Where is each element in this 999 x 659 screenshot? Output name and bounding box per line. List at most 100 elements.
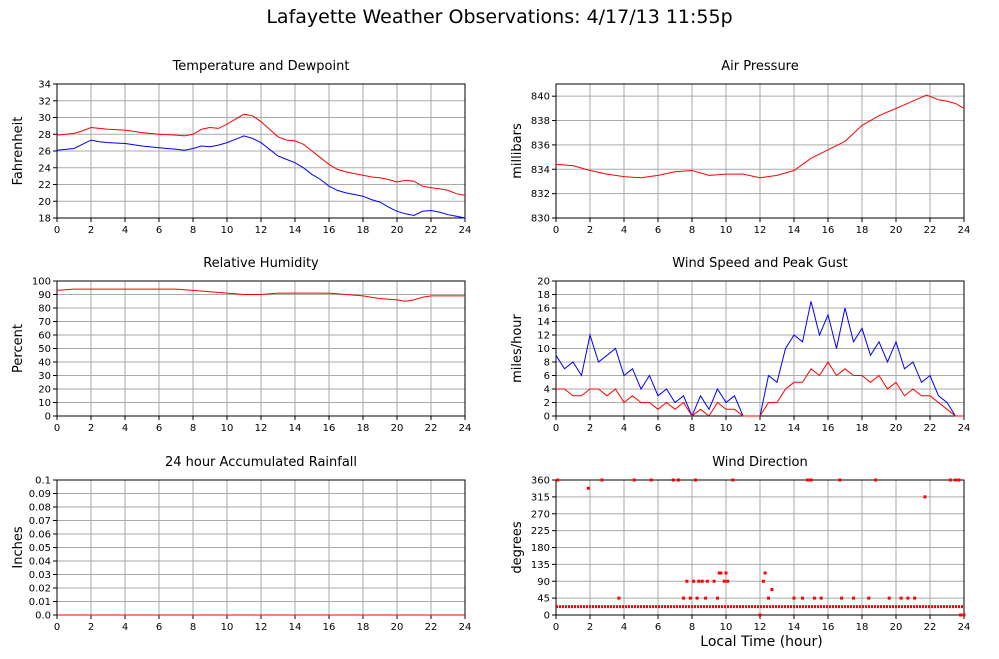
x-tick-label: 2: [88, 225, 94, 236]
direction-title: Wind Direction: [712, 455, 808, 470]
x-tick-label: 22: [924, 622, 937, 633]
y-tick-label: 14: [537, 317, 550, 328]
y-tick-label: 45: [537, 594, 550, 605]
y-tick-label: 32: [38, 96, 51, 107]
x-tick-label: 12: [255, 622, 268, 633]
x-tick-label: 24: [958, 423, 971, 434]
x-tick-label: 24: [459, 622, 472, 633]
x-tick-label: 14: [289, 225, 302, 236]
x-tick-label: 10: [221, 225, 234, 236]
direction-point: [763, 571, 767, 575]
x-tick-label: 8: [689, 423, 695, 434]
x-tick-label: 12: [255, 225, 268, 236]
y-tick-label: 0.01: [29, 597, 51, 608]
x-axis-caption: Local Time (hour): [700, 634, 823, 650]
direction-point: [676, 478, 680, 482]
pressure-series-0: [555, 94, 965, 179]
y-tick-label: 100: [32, 277, 51, 288]
y-tick-label: 20: [537, 277, 550, 288]
y-tick-label: 180: [531, 543, 550, 554]
x-tick-label: 12: [255, 423, 268, 434]
direction-point: [852, 596, 855, 600]
x-tick-label: 24: [459, 423, 472, 434]
y-tick-label: 315: [531, 492, 550, 503]
pressure-frame: [555, 83, 965, 219]
temperature-series-0: [56, 113, 466, 196]
wind-series-1: [556, 361, 964, 417]
y-tick-label: 60: [38, 331, 51, 342]
temperature-frame: [56, 83, 466, 219]
pressure-title: Air Pressure: [721, 59, 799, 74]
direction-point: [697, 579, 701, 583]
x-tick-label: 8: [689, 225, 695, 236]
direction-point: [874, 478, 878, 482]
direction-point: [632, 478, 636, 482]
x-tick-label: 10: [720, 622, 733, 633]
page-title: Lafayette Weather Observations: 4/17/13 …: [266, 6, 733, 28]
direction-point: [671, 478, 675, 482]
x-tick-label: 4: [621, 622, 627, 633]
x-tick-label: 2: [587, 622, 593, 633]
x-tick-label: 24: [958, 225, 971, 236]
direction-point: [586, 486, 590, 490]
humidity-series-0: [56, 288, 465, 302]
x-tick-label: 18: [357, 622, 370, 633]
x-tick-label: 14: [289, 423, 302, 434]
humidity-frame: [56, 280, 466, 417]
direction-point: [962, 613, 966, 617]
y-tick-label: 26: [38, 147, 51, 158]
x-tick-label: 2: [587, 225, 593, 236]
direction-point: [682, 596, 685, 600]
direction-point: [717, 571, 721, 575]
x-tick-label: 6: [655, 622, 661, 633]
x-tick-label: 10: [221, 423, 234, 434]
x-tick-label: 4: [122, 423, 128, 434]
direction-point: [840, 596, 844, 600]
y-tick-label: 4: [544, 385, 550, 396]
x-tick-label: 22: [425, 225, 438, 236]
x-tick-label: 10: [720, 423, 733, 434]
x-tick-label: 22: [924, 423, 937, 434]
x-tick-label: 20: [391, 622, 404, 633]
direction-point: [954, 478, 957, 482]
direction-point: [731, 478, 735, 482]
direction-point: [767, 596, 770, 600]
y-tick-label: 832: [531, 189, 550, 200]
x-tick-label: 18: [357, 225, 370, 236]
x-tick-label: 12: [754, 622, 767, 633]
y-tick-label: 0.03: [29, 570, 51, 581]
direction-ylabel: degrees: [510, 521, 525, 574]
x-tick-label: 16: [822, 423, 835, 434]
direction-point: [719, 571, 723, 575]
direction-point: [899, 596, 903, 600]
x-tick-label: 14: [788, 622, 801, 633]
x-tick-label: 20: [890, 622, 903, 633]
x-tick-label: 24: [958, 622, 971, 633]
y-tick-label: 80: [38, 304, 51, 315]
direction-point: [600, 478, 604, 482]
x-tick-label: 0: [553, 225, 559, 236]
y-tick-label: 0.02: [29, 584, 51, 595]
x-tick-label: 22: [924, 225, 937, 236]
y-tick-label: 0.07: [29, 516, 51, 527]
direction-point: [948, 478, 952, 482]
x-tick-label: 6: [156, 622, 162, 633]
x-tick-label: 18: [856, 423, 869, 434]
y-tick-label: 225: [531, 526, 550, 537]
y-tick-label: 830: [531, 214, 550, 225]
direction-point: [705, 579, 709, 583]
direction-point: [685, 579, 689, 583]
direction-point: [692, 579, 696, 583]
x-tick-label: 4: [621, 225, 627, 236]
x-tick-label: 8: [689, 622, 695, 633]
temperature-ylabel: Fahrenheit: [11, 117, 26, 186]
direction-point: [716, 596, 719, 600]
y-tick-label: 838: [531, 116, 550, 127]
direction-point: [913, 596, 917, 600]
y-tick-label: 0.05: [29, 543, 51, 554]
